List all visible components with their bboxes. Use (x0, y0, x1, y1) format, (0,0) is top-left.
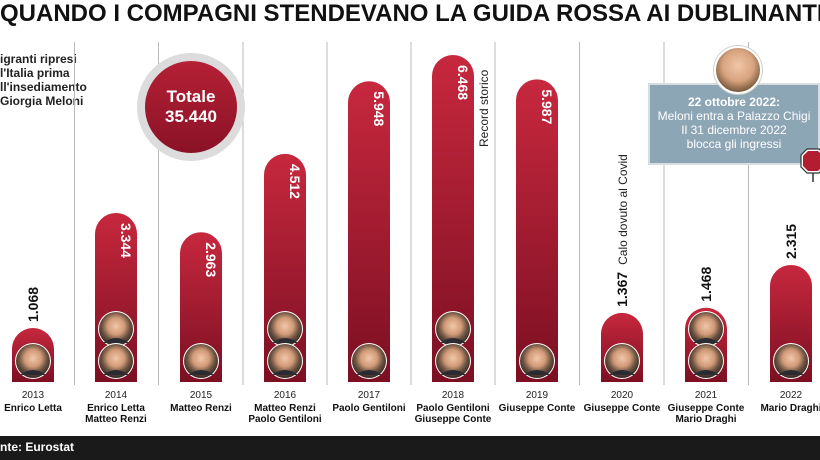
leader-name-label: Paolo Gentiloni (416, 403, 490, 414)
year-label-2013: 2013 (22, 390, 45, 401)
leader-photo-icon (519, 343, 555, 379)
leader-photo-icon (688, 311, 724, 347)
annotation-label: Calo dovuto al Covid (616, 154, 630, 265)
value-label-2019: 5.987 (539, 89, 555, 124)
meloni-note-box: 22 ottobre 2022: Meloni entra a Palazzo … (648, 83, 820, 165)
value-label-2021: 1.468 (698, 267, 714, 302)
year-label-2019: 2019 (526, 390, 549, 401)
note-line: Meloni entra a Palazzo Chigi (657, 109, 811, 123)
column-separators (74, 42, 749, 385)
intro-text: igranti ripresi l'Italia prima ll'insedi… (0, 52, 120, 108)
intro-line: ll'insediamento (0, 80, 87, 94)
value-label-2020: 1.367 (614, 272, 630, 307)
labels-group: 1.068 2013 Enrico Letta 3.344 2014 Enrico Let… (4, 65, 820, 425)
intro-line: igranti ripresi (0, 52, 77, 66)
leader-photo-icon (604, 343, 640, 379)
leader-photo-icon (267, 343, 303, 379)
note-line: Il 31 dicembre 2022 (681, 123, 787, 137)
value-label-2017: 5.948 (371, 91, 387, 126)
bar-2017 (348, 81, 390, 382)
leader-name-label: Giuseppe Conte (584, 403, 661, 414)
leader-name-label: Matteo Renzi (254, 403, 316, 414)
leader-name-label: Paolo Gentiloni (248, 414, 322, 425)
year-label-2022: 2022 (780, 390, 803, 401)
leader-photo-icon (351, 343, 387, 379)
value-label-2014: 3.344 (118, 223, 134, 258)
year-label-2018: 2018 (442, 390, 465, 401)
leader-name-label: Giuseppe Conte (499, 403, 576, 414)
value-label-2016: 4.512 (287, 164, 303, 199)
leader-name-label: Paolo Gentiloni (332, 403, 406, 414)
leader-photo-icon (98, 311, 134, 347)
bar-2015 (180, 232, 222, 382)
year-label-2016: 2016 (274, 390, 297, 401)
total-label: Totale (166, 87, 216, 106)
total-value: 35.440 (165, 107, 217, 126)
leader-name-label: Enrico Letta (4, 403, 62, 414)
leader-photo-icon (183, 343, 219, 379)
total-badge: Totale 35.440 (137, 53, 245, 161)
year-label-2014: 2014 (105, 390, 128, 401)
leader-photo-icon (98, 343, 134, 379)
source-note: nte: Eurostat (0, 440, 75, 454)
source-bar (0, 436, 820, 460)
year-label-2021: 2021 (695, 390, 718, 401)
year-label-2017: 2017 (358, 390, 381, 401)
leader-name-label: Mario Draghi (760, 403, 820, 414)
value-label-2018: 6.468 (455, 65, 471, 100)
bar-2019 (516, 79, 558, 382)
leader-name-label: Enrico Letta (87, 403, 145, 414)
bars-group (12, 55, 812, 382)
stop-sign-icon (800, 148, 820, 182)
value-label-2013: 1.068 (25, 287, 41, 322)
bar-chart: 1.068 2013 Enrico Letta 3.344 2014 Enrico Let… (4, 42, 820, 425)
year-label-2015: 2015 (190, 390, 213, 401)
note-line: blocca gli ingressi (686, 137, 782, 151)
leader-photo-icon (688, 343, 724, 379)
leader-photo-icon (773, 343, 809, 379)
note-date: 22 ottobre 2022: (687, 95, 781, 109)
leader-name-label: Giuseppe Conte (668, 403, 745, 414)
meloni-photo-icon (714, 46, 762, 94)
bar-2018 (432, 55, 474, 382)
leader-photo-icon (267, 311, 303, 347)
leader-name-label: Mario Draghi (675, 414, 736, 425)
leader-photo-icon (435, 311, 471, 347)
leader-name-label: Matteo Renzi (85, 414, 147, 425)
leader-name-label: Giuseppe Conte (415, 414, 492, 425)
value-label-2022: 2.315 (783, 224, 799, 259)
year-label-2020: 2020 (611, 390, 634, 401)
leader-name-label: Matteo Renzi (170, 403, 232, 414)
leader-photo-icon (15, 343, 51, 379)
total-badge-inner: Totale 35.440 (145, 61, 237, 153)
annotation-label: Record storico (477, 69, 491, 147)
intro-line: l'Italia prima (0, 66, 70, 80)
value-label-2015: 2.963 (203, 242, 219, 277)
leader-photo-icon (435, 343, 471, 379)
intro-line: Giorgia Meloni (0, 94, 84, 108)
chart-title: QUANDO I COMPAGNI STENDEVANO LA GUIDA RO… (0, 0, 820, 27)
